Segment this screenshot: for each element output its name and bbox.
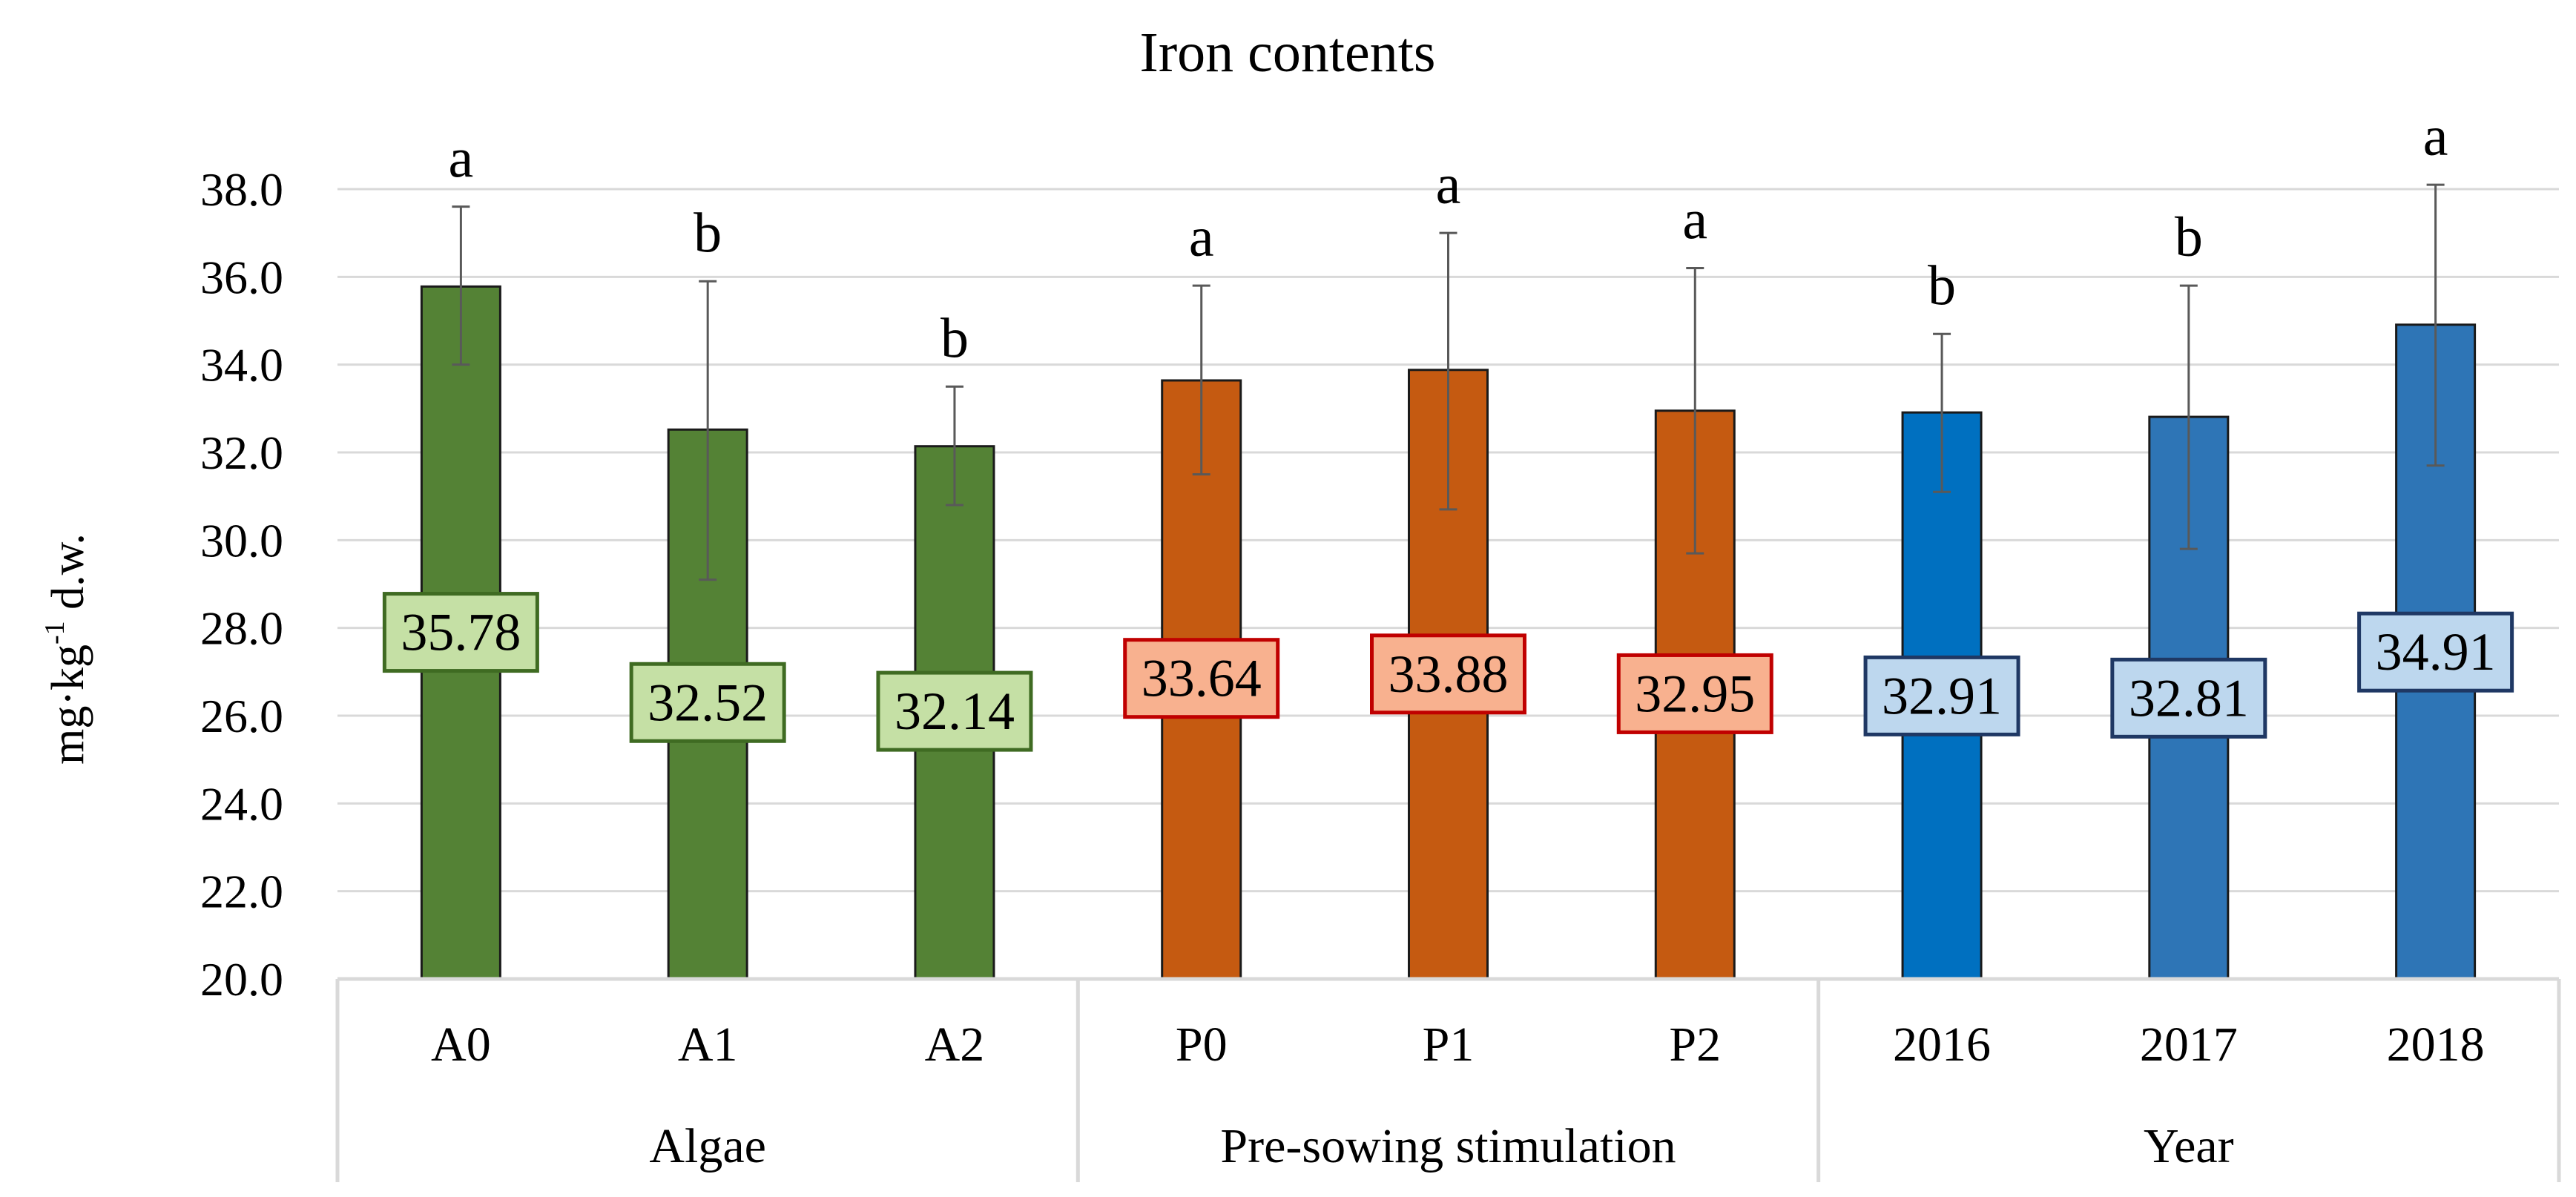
category-label-P2: P2 <box>1669 1018 1721 1072</box>
y-axis-label-superscript: -1 <box>39 621 70 644</box>
significance-letter-P0: a <box>1189 206 1214 268</box>
group-label-algae: Algae <box>649 1119 766 1173</box>
data-label-P0: 33.64 <box>1142 649 1262 708</box>
data-label-box <box>1123 638 1280 719</box>
y-tick-label: 38.0 <box>200 163 283 216</box>
significance-letter-A0: a <box>449 128 474 190</box>
group-label-year: Year <box>2144 1119 2234 1173</box>
significance-letters: a b b a a a b b a <box>449 105 2448 369</box>
y-axis-label-rest: d.w. <box>43 533 93 621</box>
data-label-box <box>2110 657 2267 739</box>
category-label-2016: 2016 <box>1893 1018 1991 1072</box>
category-axis: A0 A1 A2 P0 P1 P2 2016 2017 2018 Algae Pre-sowing … <box>335 977 2561 1182</box>
data-label-2017: 32.81 <box>2129 668 2249 728</box>
y-tick-label: 32.0 <box>200 426 283 479</box>
y-tick-labels: 20.0 22.0 24.0 26.0 28.0 30.0 32.0 34.0 36.0 38.0 <box>200 163 283 1006</box>
y-tick-label: 30.0 <box>200 514 283 567</box>
y-tick-label: 22.0 <box>200 865 283 918</box>
category-label-A0: A0 <box>431 1018 491 1072</box>
data-labels: 35.78 32.52 32.14 33.64 33.88 32.95 32.91 32.81… <box>382 592 2514 752</box>
data-label-box <box>1370 633 1526 715</box>
significance-letter-2016: b <box>1928 254 1956 317</box>
significance-letter-A1: b <box>694 202 722 264</box>
y-tick-label: 34.0 <box>200 339 283 392</box>
category-label-A1: A1 <box>678 1018 738 1072</box>
chart-title: Iron contents <box>1140 22 1436 84</box>
significance-letter-2018: a <box>2423 105 2448 168</box>
group-label-pre-sowing-stimulation: Pre-sowing stimulation <box>1220 1119 1676 1173</box>
category-label-A2: A2 <box>925 1018 985 1072</box>
significance-letter-2017: b <box>2175 206 2203 268</box>
data-label-A2: 32.14 <box>895 682 1015 741</box>
category-label-2018: 2018 <box>2387 1018 2485 1072</box>
data-label-box <box>1616 653 1773 734</box>
significance-letter-P1: a <box>1436 154 1461 216</box>
category-label-P0: P0 <box>1176 1018 1228 1072</box>
data-label-P2: 32.95 <box>1635 664 1755 723</box>
data-label-box <box>2357 611 2514 693</box>
data-label-A1: 32.52 <box>648 673 768 732</box>
significance-letter-P2: a <box>1682 189 1707 251</box>
data-label-box <box>876 670 1033 752</box>
data-label-A0: 35.78 <box>401 603 521 662</box>
y-axis-label: mg·kg-1 d.w. <box>39 533 93 765</box>
y-tick-label: 26.0 <box>200 690 283 742</box>
y-tick-label: 36.0 <box>200 251 283 303</box>
significance-letter-A2: b <box>941 307 969 369</box>
data-label-P1: 33.88 <box>1389 644 1509 704</box>
data-label-2016: 32.91 <box>1882 666 2002 725</box>
data-label-box <box>382 592 539 673</box>
data-label-box <box>629 662 786 743</box>
y-axis-label-main: mg·kg <box>43 644 93 765</box>
y-tick-label: 20.0 <box>200 953 283 1006</box>
y-tick-label: 28.0 <box>200 602 283 655</box>
data-label-2018: 34.91 <box>2376 622 2496 682</box>
category-label-P1: P1 <box>1423 1018 1475 1072</box>
data-label-box <box>1863 655 2020 736</box>
category-label-2017: 2017 <box>2140 1018 2238 1072</box>
error-bars <box>452 183 2445 581</box>
y-tick-label: 24.0 <box>200 777 283 830</box>
